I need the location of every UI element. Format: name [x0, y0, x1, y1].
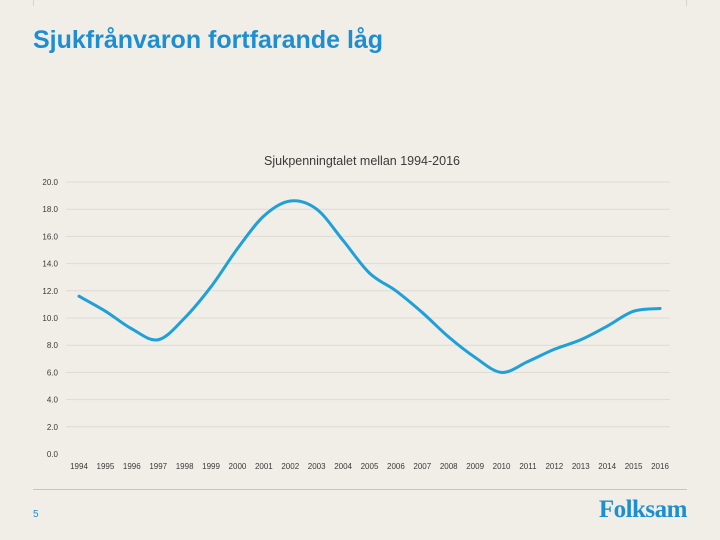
- data-point: [420, 311, 424, 314]
- corner-mark: [33, 0, 34, 6]
- page-number: 5: [33, 509, 39, 520]
- x-tick-label: 1997: [149, 462, 167, 471]
- data-point: [605, 324, 609, 328]
- data-point: [394, 289, 398, 293]
- data-point: [315, 207, 319, 211]
- y-tick-label: 8.0: [47, 341, 59, 350]
- x-tick-label: 1999: [202, 462, 220, 471]
- y-tick-label: 2.0: [47, 423, 59, 432]
- data-point: [288, 199, 292, 203]
- data-point: [579, 338, 583, 342]
- x-tick-label: 2011: [519, 462, 537, 471]
- x-tick-label: 2010: [493, 462, 511, 471]
- x-tick-label: 2015: [625, 462, 643, 471]
- x-tick-label: 2003: [308, 462, 326, 471]
- data-point: [341, 239, 345, 242]
- y-tick-label: 14.0: [42, 260, 58, 269]
- x-tick-label: 2000: [229, 462, 247, 471]
- data-point: [209, 285, 213, 289]
- x-tick-label: 2001: [255, 462, 273, 471]
- data-point: [500, 371, 503, 374]
- x-tick-label: 1995: [97, 462, 115, 471]
- x-tick-label: 2014: [598, 462, 616, 471]
- y-tick-label: 6.0: [47, 368, 59, 377]
- folksam-logo: Folksam: [598, 496, 688, 523]
- data-point: [77, 294, 81, 298]
- y-tick-label: 0.0: [47, 450, 59, 459]
- x-tick-label: 1994: [70, 462, 88, 471]
- data-point: [632, 309, 635, 313]
- data-point: [104, 309, 107, 313]
- x-tick-label: 2016: [651, 462, 669, 471]
- y-tick-label: 20.0: [42, 178, 58, 187]
- y-tick-label: 12.0: [42, 287, 58, 296]
- x-tick-label: 1998: [176, 462, 194, 471]
- data-point: [368, 271, 371, 275]
- y-tick-label: 10.0: [42, 314, 58, 323]
- x-tick-label: 2012: [545, 462, 563, 471]
- x-tick-label: 2009: [466, 462, 484, 471]
- chart-title: Sjukpenningtalet mellan 1994-2016: [264, 154, 460, 168]
- x-tick-label: 2002: [281, 462, 299, 471]
- slide-title: Sjukfrånvaron fortfarande låg: [33, 26, 384, 54]
- data-point: [183, 316, 187, 320]
- x-tick-label: 2004: [334, 462, 352, 471]
- y-tick-label: 16.0: [42, 232, 58, 241]
- data-point: [473, 356, 477, 359]
- data-point: [156, 338, 160, 342]
- x-tick-label: 2005: [361, 462, 379, 471]
- data-point: [447, 335, 451, 339]
- x-tick-label: 2006: [387, 462, 405, 471]
- data-point: [130, 327, 134, 331]
- y-tick-label: 4.0: [47, 396, 59, 405]
- corner-mark: [686, 0, 687, 6]
- footer-divider: [33, 489, 687, 490]
- x-tick-label: 2008: [440, 462, 458, 471]
- data-point: [262, 214, 266, 218]
- series-line: [77, 199, 662, 374]
- x-tick-label: 1996: [123, 462, 141, 471]
- x-tick-label: 2013: [572, 462, 590, 471]
- data-point: [236, 247, 239, 251]
- y-tick-label: 18.0: [42, 205, 58, 214]
- data-point: [658, 307, 662, 310]
- data-point: [552, 347, 556, 351]
- data-point: [526, 360, 530, 363]
- x-tick-label: 2007: [413, 462, 431, 471]
